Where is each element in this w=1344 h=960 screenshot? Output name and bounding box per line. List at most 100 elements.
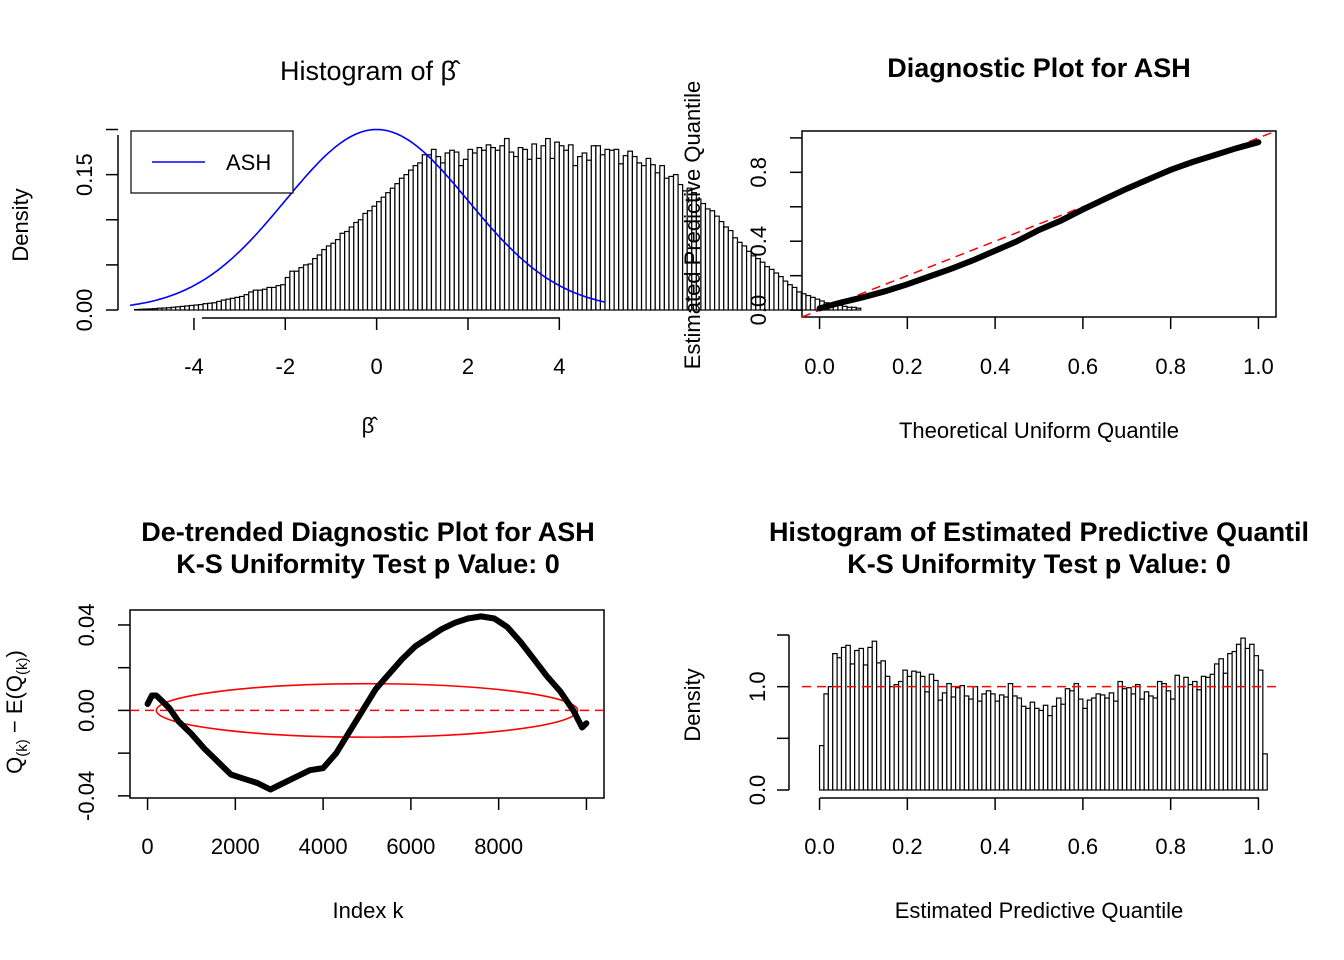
histogram-bar [325, 245, 332, 311]
histogram-bar [773, 272, 780, 311]
histogram-bar [426, 154, 433, 311]
histogram-bar [736, 241, 743, 311]
histogram-bar [1139, 698, 1145, 791]
histogram-bar [727, 229, 734, 311]
histogram-bar [1257, 669, 1264, 791]
histogram-bar [1227, 652, 1233, 791]
histogram-bar [1064, 688, 1071, 791]
histogram-bar [586, 159, 592, 311]
histogram-bar [1113, 700, 1119, 791]
histogram-bar [937, 699, 944, 791]
histogram-bar [257, 289, 264, 311]
histogram-bar [845, 644, 851, 791]
x-tick-label: 0.0 [804, 354, 835, 379]
panel3-subtitle: K-S Uniformity Test p Value: 0 [176, 549, 560, 579]
histogram-bar [435, 155, 442, 311]
histogram-bar [791, 286, 798, 311]
histogram-bar [933, 679, 939, 791]
histogram-bar [394, 183, 401, 311]
histogram-bar [147, 308, 154, 311]
x-tick-label: 6000 [386, 834, 435, 859]
histogram-bar [476, 146, 483, 311]
histogram-bar [1213, 663, 1220, 791]
histogram-bar [963, 695, 970, 791]
histogram-bar [1051, 705, 1058, 791]
histogram-bar [841, 305, 848, 311]
histogram-bar [832, 652, 838, 791]
histogram-bar [531, 143, 538, 311]
histogram-bar [805, 294, 812, 311]
histogram-bar [1082, 707, 1088, 791]
x-tick-label: 1.0 [1243, 354, 1274, 379]
histogram-bar [248, 291, 254, 311]
histogram-bar [563, 149, 570, 311]
histogram-bar [421, 154, 428, 311]
y-tick-label: -0.04 [74, 771, 99, 821]
histogram-bar [972, 686, 979, 791]
histogram-bar [284, 276, 291, 311]
panel3-y-ticks: -0.04 0.00 0.04 [74, 604, 130, 821]
histogram-bar [981, 693, 987, 791]
histogram-bar [855, 307, 862, 311]
histogram-bar [893, 683, 900, 791]
panel3-y-label: Q(k) − E(Q(k)) [2, 650, 31, 774]
histogram-bar [613, 148, 620, 311]
histogram-bar [545, 137, 551, 311]
histogram-bar [280, 284, 286, 311]
histogram-bar [1152, 697, 1159, 791]
histogram-bar [188, 304, 195, 311]
histogram-bar [631, 155, 638, 311]
x-tick-label: 0.2 [892, 354, 923, 379]
x-tick-label: 0.8 [1155, 354, 1186, 379]
x-tick-label: -2 [276, 354, 296, 379]
histogram-bar [823, 693, 829, 791]
histogram-bar [576, 155, 583, 311]
histogram-bar [723, 226, 729, 311]
histogram-bar [959, 685, 965, 791]
ylabel-close: ) [2, 650, 27, 657]
histogram-bar [704, 208, 711, 311]
x-tick-label: -4 [184, 354, 204, 379]
panel3-x-ticks: 0 2000 4000 6000 8000 [141, 798, 588, 859]
histogram-bar [1055, 697, 1062, 791]
histogram-bar [941, 692, 948, 791]
histogram-bar [854, 649, 860, 791]
histogram-bar [668, 175, 675, 311]
histogram-bar [152, 308, 159, 311]
x-tick-label: 2 [462, 354, 474, 379]
histogram-bar [467, 148, 474, 311]
panel1-x-label: β̂ [362, 413, 379, 438]
histogram-bar [581, 152, 588, 311]
histogram-bar [590, 145, 597, 311]
panel3-detrended-curve [144, 613, 590, 793]
histogram-bar [216, 300, 222, 311]
histogram-bar [714, 215, 720, 311]
panel4-y-label: Density [680, 668, 705, 741]
histogram-bar [1086, 699, 1093, 791]
histogram-bar [1038, 709, 1044, 791]
histogram-bar [1047, 714, 1053, 791]
histogram-bar [348, 226, 355, 311]
histogram-bar [1095, 693, 1102, 791]
y-tick-label: 0.00 [72, 289, 97, 332]
histogram-bar [207, 302, 213, 311]
histogram-bar [138, 308, 145, 311]
histogram-bar [1117, 680, 1123, 791]
histogram-bar [307, 263, 314, 311]
histogram-bar [618, 163, 624, 311]
panel1-title: Histogram of β̂ [280, 56, 461, 86]
ash-density-curve [129, 128, 606, 307]
x-tick-label: 0 [371, 354, 383, 379]
y-tick-label: 1.0 [745, 671, 770, 702]
x-tick-label: 0.0 [804, 834, 835, 859]
x-tick-label: 0.8 [1155, 834, 1186, 859]
histogram-bar [270, 286, 277, 311]
panel-histogram-quantile: Histogram of Estimated Predictive Quanti… [680, 517, 1309, 923]
histogram-bar [184, 305, 190, 311]
x-tick-label: 0.6 [1068, 354, 1099, 379]
histogram-bar [522, 148, 528, 311]
histogram-bar [1187, 683, 1194, 791]
histogram-bar [1130, 693, 1137, 791]
histogram-bar [540, 145, 547, 311]
histogram-bar [494, 149, 501, 311]
